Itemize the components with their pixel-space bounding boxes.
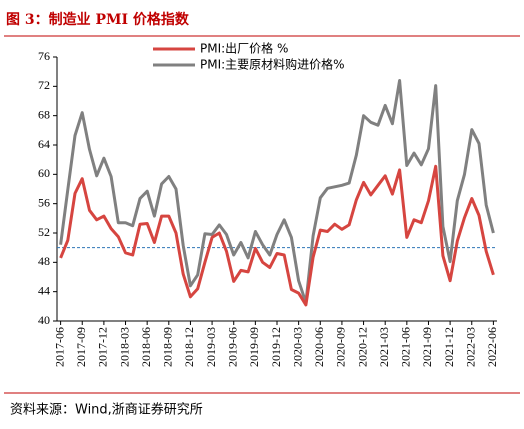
y-tick-label: 40: [38, 313, 50, 327]
y-tick-label: 68: [38, 107, 50, 121]
x-tick-label: 2021-09: [420, 327, 434, 367]
x-tick-label: 2022-06: [485, 327, 499, 367]
x-tick-label: 2019-06: [225, 327, 239, 367]
x-tick-label: 2020-06: [312, 327, 326, 367]
x-tick-label: 2019-12: [269, 327, 283, 367]
y-tick-label: 56: [38, 195, 50, 209]
y-tick-label: 64: [38, 137, 50, 151]
y-tick-label: 60: [38, 166, 50, 180]
x-tick-label: 2020-03: [290, 327, 304, 367]
x-tick-label: 2018-12: [182, 327, 196, 367]
x-tick-label: 2019-03: [204, 327, 218, 367]
x-tick-label: 2021-12: [442, 327, 456, 367]
x-tick-label: 2021-03: [377, 327, 391, 367]
y-tick-label: 44: [38, 283, 50, 297]
x-tick-label: 2019-09: [247, 327, 261, 367]
x-tick-label: 2018-06: [139, 327, 153, 367]
legend-label: PMI:主要原材料购进价格%: [200, 57, 345, 72]
legend-label: PMI:出厂价格 %: [200, 41, 288, 56]
x-tick-label: 2021-06: [399, 327, 413, 367]
x-tick-label: 2020-12: [355, 327, 369, 367]
x-tick-label: 2017-09: [74, 327, 88, 367]
x-tick-label: 2017-12: [96, 327, 110, 367]
source: 资料来源：Wind,浙商证券研究所: [10, 402, 203, 418]
x-tick-label: 2020-09: [334, 327, 348, 367]
y-tick-label: 76: [38, 49, 50, 63]
x-tick-label: 2018-09: [161, 327, 175, 367]
series-line: [59, 164, 495, 307]
x-tick-label: 2017-06: [52, 327, 66, 367]
y-tick-label: 48: [38, 254, 50, 268]
series-line: [59, 79, 495, 305]
y-tick-label: 72: [38, 78, 50, 92]
x-tick-label: 2018-03: [117, 327, 131, 367]
y-tick-label: 52: [38, 225, 50, 239]
chart-title: 图 3：制造业 PMI 价格指数: [6, 11, 190, 28]
x-tick-label: 2022-03: [464, 327, 478, 367]
